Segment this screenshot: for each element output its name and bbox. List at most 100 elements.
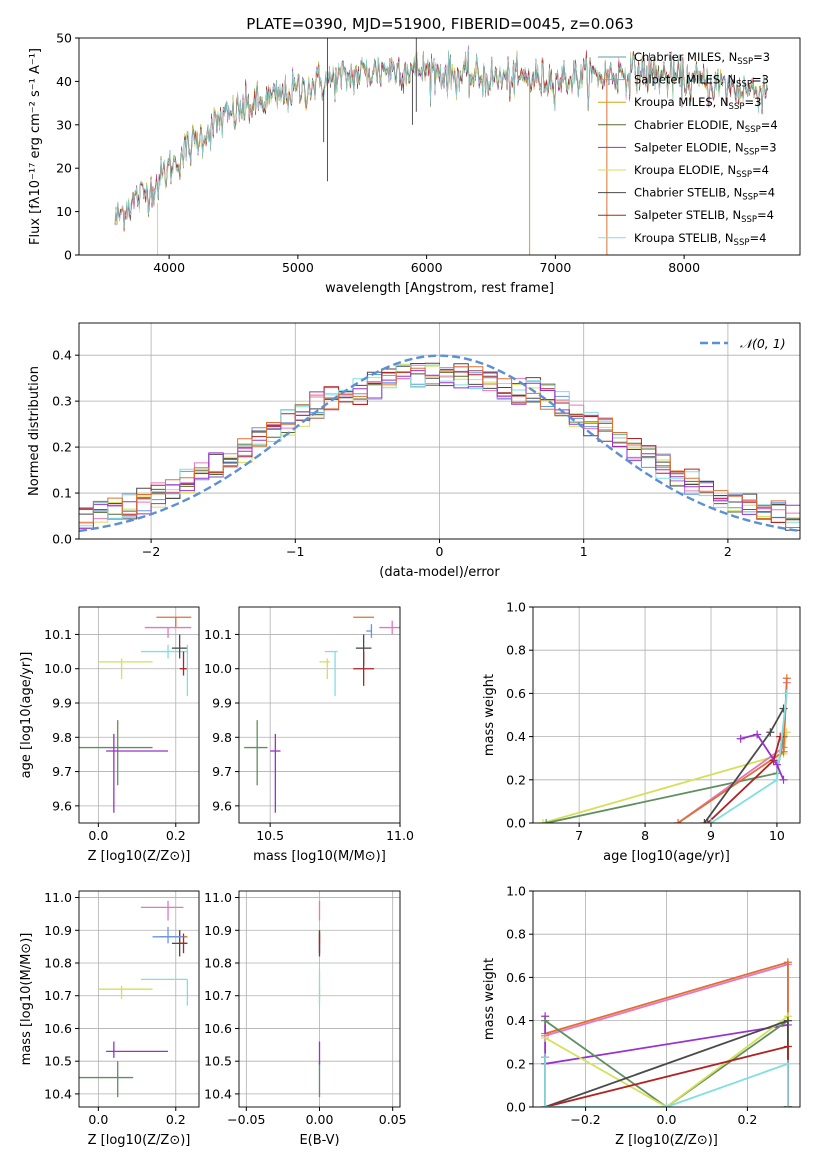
panel-mass_vs_Z: 0.0 0.2 10.4 10.5 10.6 10.7 10.8 10.9 11.0 Z [log…: [19, 890, 199, 1148]
weight-marker: [783, 1016, 792, 1025]
y-tick-label: 10.0: [44, 661, 72, 676]
y-tick-label: 0.2: [506, 1056, 526, 1071]
axes-frame: [78, 606, 200, 824]
panel-mass_weight_vs_Z: −0.2 0.0 0.2 0.0 0.2 0.4 0.6 0.8 1.0 Z [log10(Z/Z…: [482, 884, 800, 1148]
weight-marker: [700, 819, 709, 823]
y-tick-label: 9.8: [52, 730, 72, 745]
x-tick-label: 0.05: [379, 1112, 407, 1127]
y-tick-label: 10.5: [204, 1054, 232, 1069]
x-tick-label: 0.2: [166, 828, 186, 843]
x-axis-label: mass [log10(M/M⊙)]: [253, 849, 386, 864]
x-tick-label: 0.0: [88, 828, 108, 843]
y-axis-label: age [log10(age/yr)]: [19, 652, 34, 779]
legend-entry: Chabrier MILES, NSSP=3: [634, 50, 770, 67]
y-tick-label: 10.0: [204, 661, 232, 676]
plot-area: [114, 38, 768, 255]
plot-area: [79, 354, 800, 533]
x-tick-label: 0.2: [737, 1112, 757, 1127]
y-tick-label: 11.0: [44, 890, 72, 905]
spectrum-line: [114, 49, 768, 228]
weight-marker: [783, 958, 792, 967]
y-tick-label: 0.3: [52, 394, 72, 409]
weight-marker: [783, 1059, 792, 1068]
axes-frame: [78, 37, 801, 256]
errorbar-point: [179, 651, 188, 676]
x-axis-label: Z [log10(Z/Z⊙)]: [88, 849, 191, 864]
y-axis-label: mass [log10(M/M⊙)]: [19, 933, 34, 1066]
x-tick-label: −2: [142, 544, 160, 559]
panel-age_vs_Z: 0.0 0.2 9.6 9.7 9.8 9.9 10.0 10.1 Z [log10(Z/Z⊙)…: [19, 607, 199, 864]
y-tick-label: 1.0: [506, 600, 526, 615]
weight-marker: [674, 819, 683, 823]
gaussian-curve: [79, 354, 800, 533]
errorbar-point: [270, 733, 281, 813]
weight-marker: [541, 1016, 550, 1025]
y-tick-label: 10.8: [204, 956, 232, 971]
weight-marker: [776, 732, 785, 741]
y-tick-label: 10.6: [44, 1021, 72, 1036]
x-tick-label: 9: [707, 828, 715, 843]
x-tick-label: 1: [580, 544, 588, 559]
errorbar-point: [366, 624, 373, 638]
panel-mass_weight_vs_age: 7 8 9 10 0.0 0.2 0.4 0.6 0.8 1.0 age [log10(age/yr…: [482, 600, 800, 864]
weight-marker: [542, 819, 551, 823]
x-tick-label: −0.05: [227, 1112, 265, 1127]
panel-spectrum: 4000 5000 6000 7000 8000 0 10 20 30 40 50 wavelengt…: [28, 31, 768, 296]
legend-entry: Salpeter STELIB, NSSP=4: [634, 208, 774, 225]
x-axis-label: Z [log10(Z/Z⊙)]: [88, 1133, 191, 1148]
y-tick-label: 9.6: [52, 798, 72, 813]
x-axis-label: wavelength [Angstrom, rest frame]: [325, 281, 554, 296]
figure-title: PLATE=0390, MJD=51900, FIBERID=0045, z=0…: [246, 15, 633, 33]
errorbar-point: [140, 644, 188, 659]
panel-age_vs_mass: 10.5 11.0 9.6 9.7 9.8 9.9 10.0 10.1 mass [log10(…: [204, 607, 414, 864]
weight-marker: [541, 1033, 550, 1042]
y-tick-label: 0.0: [506, 1100, 526, 1115]
errorbar-point: [79, 1061, 134, 1098]
y-tick-label: 20: [56, 161, 72, 176]
weight-marker: [707, 819, 715, 823]
x-tick-label: 0: [436, 544, 444, 559]
errorbar-point: [98, 985, 153, 999]
x-tick-label: 11.0: [386, 828, 414, 843]
x-tick-label: 4000: [153, 260, 185, 275]
weight-line: [740, 733, 785, 781]
x-tick-label: 10.5: [256, 828, 284, 843]
weight-line: [544, 1057, 789, 1107]
errorbar-point: [106, 733, 169, 813]
errorbar-point: [324, 650, 338, 697]
y-tick-label: 0: [64, 248, 72, 263]
errorbar-point: [98, 658, 153, 679]
y-tick-label: 10.7: [204, 988, 232, 1003]
errorbar-point: [140, 978, 189, 1006]
y-tick-label: 0.0: [52, 532, 72, 547]
errorbar-point: [140, 900, 184, 921]
axes-frame: [532, 890, 801, 1108]
axes-frame: [78, 890, 200, 1108]
y-axis-label: mass weight: [482, 674, 497, 756]
y-tick-label: 9.9: [212, 696, 232, 711]
histogram-series: [79, 370, 800, 529]
weight-line: [677, 678, 788, 823]
x-tick-label: 7000: [539, 260, 571, 275]
plot-area: [538, 674, 791, 823]
x-axis-label: E(B-V): [299, 1133, 339, 1148]
weight-marker: [772, 760, 781, 769]
x-tick-label: 6000: [411, 260, 443, 275]
weight-marker: [541, 1053, 550, 1062]
legend-entry: Kroupa MILES, NSSP=3: [634, 95, 761, 112]
y-tick-label: 0.1: [52, 486, 72, 501]
y-tick-label: 9.9: [52, 696, 72, 711]
panel-residuals: −2 −1 0 1 2 0.0 0.1 0.2 0.3 0.4 (data-model)/error…: [27, 323, 800, 580]
errorbar-point: [106, 1041, 169, 1058]
errorbar-point: [156, 616, 192, 628]
y-tick-label: 10.1: [204, 627, 232, 642]
legend-entry: Chabrier ELODIE, NSSP=4: [634, 118, 778, 135]
x-tick-label: 2: [724, 544, 732, 559]
legend: Chabrier MILES, NSSP=3 Salpeter MILES, NS…: [598, 50, 778, 248]
y-tick-label: 10.6: [204, 1021, 232, 1036]
errorbar-point: [79, 720, 153, 786]
x-axis-label: Z [log10(Z/Z⊙)]: [615, 1133, 718, 1148]
weight-marker: [766, 728, 775, 737]
y-tick-label: 1.0: [506, 884, 526, 899]
